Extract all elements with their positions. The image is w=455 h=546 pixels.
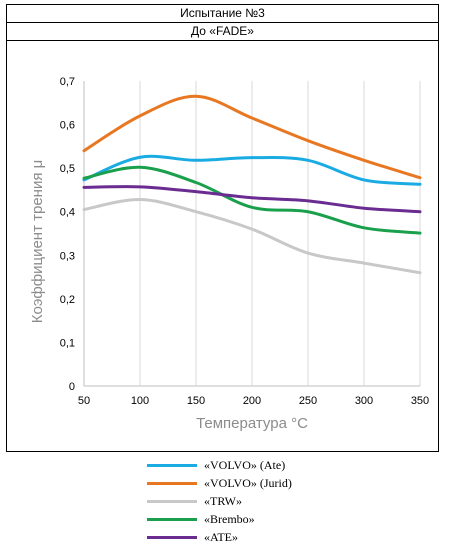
series-line-4 [82, 185, 422, 214]
test-header-table: Испытание №3 До «FADE» [6, 4, 439, 41]
legend-swatch [147, 536, 197, 539]
x-tick-label: 350 [411, 395, 429, 407]
legend-label: «Brembo» [204, 512, 255, 526]
series-line-2 [82, 198, 422, 275]
legend-swatch [147, 482, 197, 485]
chart-frame [6, 39, 439, 452]
y-tick-label: 0,1 [60, 337, 75, 349]
y-tick-label: 0,5 [60, 163, 75, 175]
series-line-3 [82, 165, 422, 235]
y-tick-label: 0 [69, 381, 75, 393]
legend-swatch [147, 518, 197, 521]
x-tick-label: 250 [299, 395, 317, 407]
x-tick-label: 200 [243, 395, 261, 407]
legend-item: «TRW» [144, 492, 292, 510]
test-condition: До «FADE» [7, 22, 438, 40]
x-tick-label: 50 [78, 395, 90, 407]
legend-item: «VOLVO» (Ate) [144, 456, 292, 474]
y-tick-label: 0,2 [60, 294, 75, 306]
x-tick-label: 150 [187, 395, 205, 407]
x-tick-label: 100 [131, 395, 149, 407]
series-line-1 [82, 94, 422, 180]
series-line-0 [82, 154, 422, 186]
legend-item: «VOLVO» (Jurid) [144, 474, 292, 492]
legend-swatch [147, 500, 197, 503]
legend-label: «VOLVO» (Jurid) [204, 476, 292, 490]
x-axis-title: Температура °C [196, 415, 308, 432]
legend-label: «VOLVO» (Ate) [204, 458, 286, 472]
y-axis-title: Коэффициент трения μ [29, 160, 46, 324]
y-tick-label: 0,6 [60, 120, 75, 132]
y-tick-label: 0,3 [60, 250, 75, 262]
test-title: Испытание №3 [180, 6, 265, 20]
legend-label: «TRW» [204, 494, 242, 508]
y-tick-label: 0,7 [60, 76, 75, 88]
friction-chart: 0 0,1 0,2 0,3 0,4 0,5 0,6 0,7 50 100 150 200 250 300 3… [29, 76, 429, 432]
legend-swatch [147, 464, 197, 467]
y-tick-label: 0,4 [60, 207, 75, 219]
legend-item: «ATE» [144, 528, 292, 546]
chart-legend: «VOLVO» (Ate) «VOLVO» (Jurid) «TRW» «Brembo… [144, 456, 292, 546]
legend-label: «ATE» [204, 530, 238, 544]
x-tick-label: 300 [355, 395, 373, 407]
legend-item: «Brembo» [144, 510, 292, 528]
